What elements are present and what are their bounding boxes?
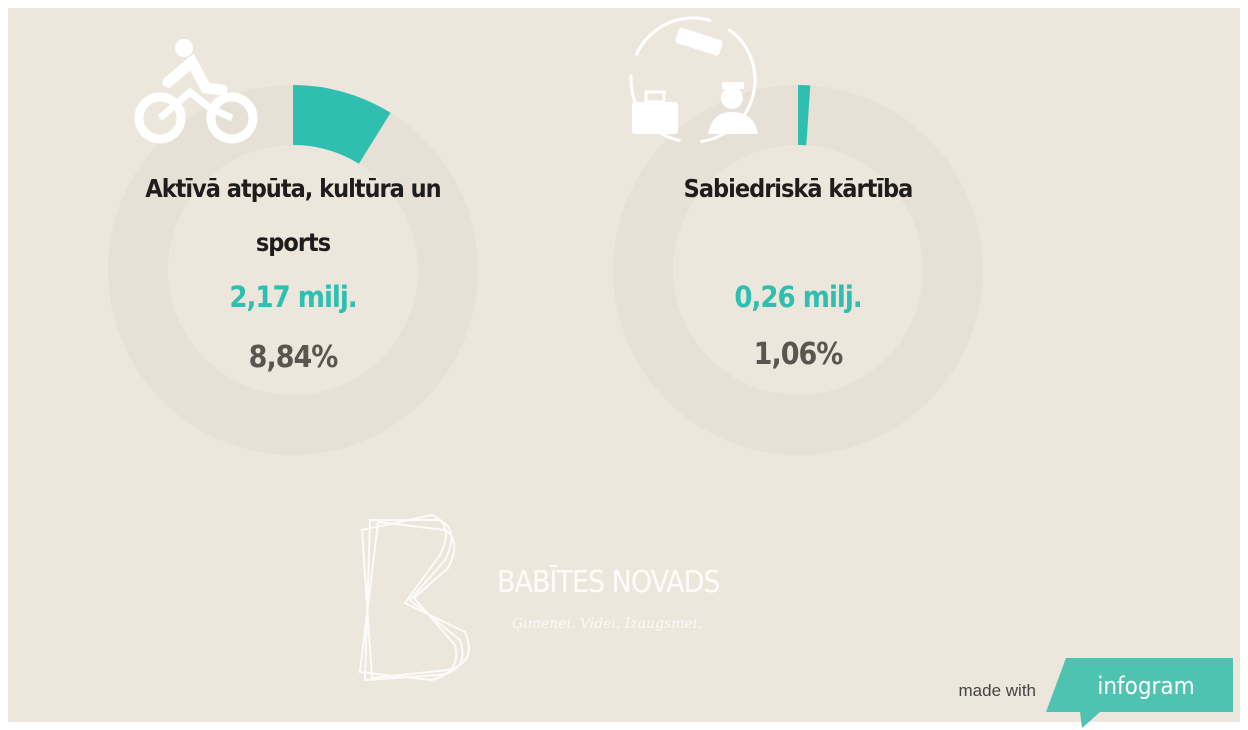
donut-arc [798,85,811,146]
amount-label: 0,26 milj. [734,280,862,314]
security-icon [629,16,758,144]
value-label: 1,06% [753,337,844,372]
logo-slogan: Ģimenei. Videi. Izaugsmei. [512,616,702,632]
donut-arc [293,85,391,164]
amount-label: 2,17 milj. [229,280,357,314]
logo-mark [358,513,470,682]
made-with: made with [959,681,1036,700]
donut-title: Sabiedriskā kārtība [683,174,914,203]
bicycle-icon [134,39,258,144]
value-label: 8,84% [248,340,339,375]
donut-title: Aktīvā atpūta, kultūra un sports [145,174,441,257]
brand: infogram [1097,672,1194,700]
logo-name: BABĪTES NOVADS [497,564,720,600]
brand-badge [1046,658,1233,728]
